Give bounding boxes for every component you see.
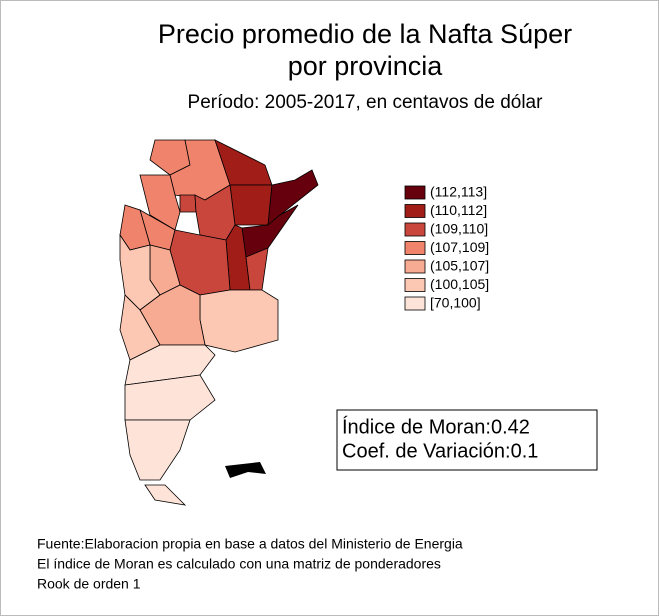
legend-label: (107,109] — [430, 239, 489, 255]
legend-label: (110,112] — [430, 202, 487, 218]
subtitle: Período: 2005-2017, en centavos de dólar — [188, 92, 544, 113]
legend-swatch — [404, 204, 426, 218]
legend-swatch — [404, 296, 426, 311]
legend-swatch — [404, 241, 426, 255]
legend-label: (105,107] — [430, 258, 489, 274]
stats-text: Índice de Moran:0.42 — [342, 415, 530, 438]
legend-swatch — [404, 222, 426, 237]
legend-label: (112,113] — [430, 184, 487, 200]
legend-label: [70,100] — [430, 295, 481, 311]
islands — [225, 462, 266, 478]
legend-label: (109,110] — [430, 221, 488, 237]
map — [119, 139, 319, 506]
legend-swatch — [404, 259, 426, 274]
note: El índice de Moran es calculado con una … — [37, 556, 441, 572]
stats-box — [336, 409, 598, 471]
note: Fuente:Elaboracion propia en base a dato… — [37, 536, 463, 552]
province — [144, 484, 187, 506]
province — [229, 184, 273, 226]
province — [124, 374, 216, 421]
province — [179, 194, 197, 213]
legend-label: (100,105] — [430, 276, 489, 292]
legend: (112,113] (110,112] (109,110] (107,109] (105… — [404, 184, 489, 311]
province — [199, 289, 279, 353]
stats-text: Coef. de Variación:0.1 — [342, 440, 538, 462]
legend-swatch — [404, 185, 426, 200]
province — [139, 174, 181, 231]
legend-swatch — [404, 278, 426, 292]
title: por provincia — [288, 51, 444, 81]
note: Rook de orden 1 — [37, 576, 141, 592]
province — [124, 419, 191, 481]
title: Precio promedio de la Nafta Súper — [158, 19, 572, 49]
